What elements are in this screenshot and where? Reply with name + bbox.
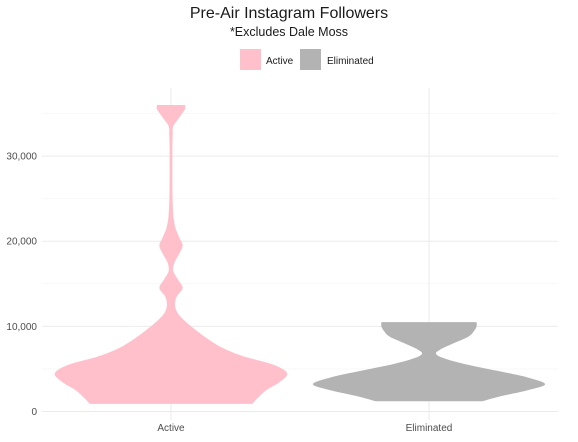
chart-subtitle: *Excludes Dale Moss xyxy=(230,25,348,39)
y-tick-label: 20,000 xyxy=(6,237,37,248)
legend-swatch-active xyxy=(240,49,261,70)
legend-swatch-eliminated xyxy=(300,49,321,70)
y-axis: 0 10,000 20,000 30,000 xyxy=(6,152,37,418)
legend-label-active: Active xyxy=(266,56,294,67)
violins xyxy=(54,105,546,404)
chart-title: Pre-Air Instagram Followers xyxy=(190,5,388,22)
y-tick-label: 30,000 xyxy=(6,152,37,163)
y-tick-label: 0 xyxy=(31,407,37,418)
violin-active xyxy=(54,105,288,404)
x-axis: Active Eliminated xyxy=(157,423,452,434)
legend-label-eliminated: Eliminated xyxy=(327,56,374,67)
legend: Active Eliminated xyxy=(240,49,374,70)
y-tick-label: 10,000 xyxy=(6,322,37,333)
x-tick-label: Active xyxy=(157,423,185,434)
violin-eliminated xyxy=(312,322,546,402)
x-tick-label: Eliminated xyxy=(406,423,453,434)
